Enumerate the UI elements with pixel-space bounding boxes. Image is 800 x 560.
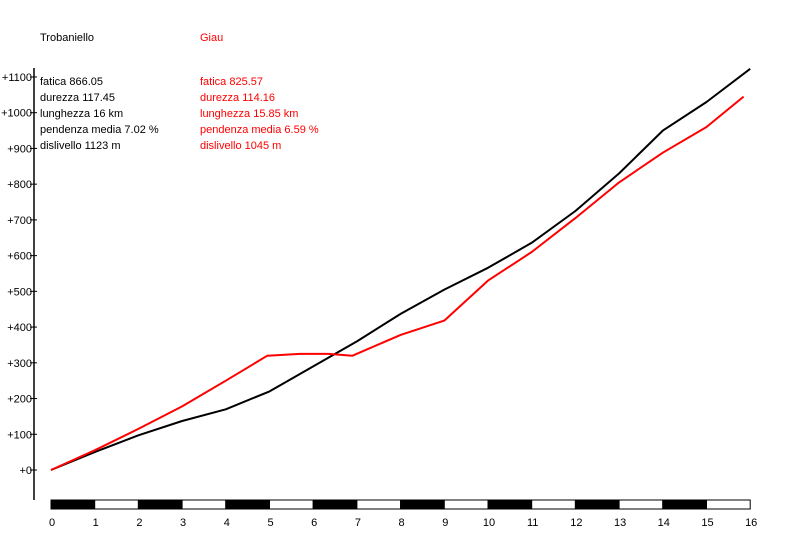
series-stat: fatica 866.05	[40, 76, 103, 88]
x-tick-label: 14	[658, 517, 670, 529]
series-stat: pendenza media 7.02 %	[40, 124, 159, 136]
y-tick-label: +200	[7, 394, 32, 406]
distance-scale-segment	[662, 499, 707, 510]
series-name: Giau	[200, 32, 223, 44]
x-tick-label: 8	[399, 517, 405, 529]
x-tick-label: 13	[614, 517, 626, 529]
y-tick-label: +500	[7, 286, 32, 298]
x-tick-label: 2	[136, 517, 142, 529]
distance-scale-segment	[356, 499, 402, 510]
y-tick-label: +1000	[1, 108, 32, 120]
x-tick-label: 6	[311, 517, 317, 529]
y-tick-label: +300	[7, 358, 32, 370]
distance-scale-segment	[618, 499, 664, 510]
x-tick-label: 0	[49, 517, 55, 529]
y-tick-label: +900	[7, 143, 32, 155]
series-line-giau	[50, 95, 745, 471]
y-tick-label: +100	[7, 429, 32, 441]
distance-scale-segment	[137, 499, 183, 510]
distance-scale-segment	[574, 499, 620, 510]
distance-scale-segment	[443, 499, 489, 510]
x-tick-label: 3	[180, 517, 186, 529]
distance-scale-segment	[50, 499, 96, 510]
distance-scale-segment	[487, 499, 533, 510]
series-stat: dislivello 1045 m	[200, 140, 281, 152]
series-stat: dislivello 1123 m	[40, 140, 121, 152]
y-tick-label: +1100	[2, 72, 32, 84]
series-stat: lunghezza 15.85 km	[200, 108, 298, 120]
series-stat: pendenza media 6.59 %	[200, 124, 319, 136]
x-tick-label: 11	[527, 517, 538, 529]
series-name: Trobaniello	[40, 32, 94, 44]
y-tick-label: +600	[7, 251, 32, 263]
series-line-trobaniello	[50, 68, 751, 471]
distance-scale-segment	[531, 499, 576, 510]
x-tick-label: 1	[93, 517, 99, 529]
distance-scale-segment	[225, 499, 271, 510]
series-stat: durezza 117.45	[40, 92, 115, 104]
distance-scale-segment	[181, 499, 227, 510]
x-tick-label: 16	[745, 517, 757, 529]
x-tick-label: 5	[267, 517, 273, 529]
series-stat: durezza 114.16	[200, 92, 275, 104]
distance-scale-segment	[94, 499, 139, 510]
distance-scale-segment	[312, 499, 358, 510]
y-tick-label: +400	[7, 322, 32, 334]
y-tick-label: +0	[19, 465, 32, 477]
series-stat: lunghezza 16 km	[40, 108, 123, 120]
series-stat: fatica 825.57	[200, 76, 263, 88]
x-tick-label: 4	[224, 517, 230, 529]
x-tick-label: 15	[701, 517, 713, 529]
distance-scale-segment	[400, 499, 445, 510]
x-tick-label: 10	[483, 517, 495, 529]
y-tick-label: +800	[7, 179, 32, 191]
x-tick-label: 9	[442, 517, 448, 529]
distance-scale-segment	[706, 499, 751, 510]
distance-scale-segment	[269, 499, 314, 510]
y-tick-label: +700	[7, 215, 32, 227]
x-tick-label: 7	[355, 517, 361, 529]
x-tick-label: 12	[570, 517, 582, 529]
